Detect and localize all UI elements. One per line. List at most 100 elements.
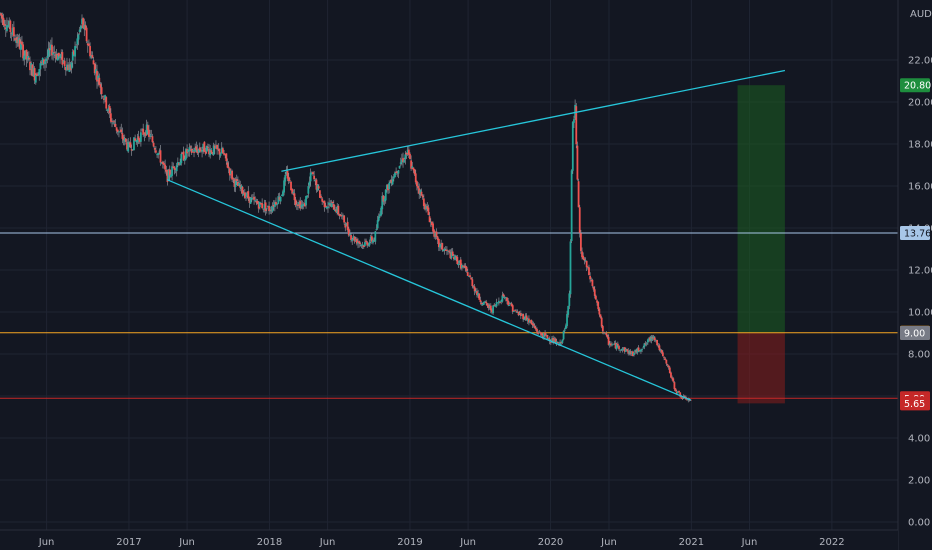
stop-zone[interactable] [737,332,785,404]
candle-body [673,382,676,390]
price-badge-bg [900,326,930,340]
candle-body [508,305,511,306]
candle-body [106,109,109,111]
candle-body [339,215,342,217]
candle-body [486,303,489,306]
candle-body [336,206,339,213]
candle-body [298,202,301,205]
candle-body [614,343,617,349]
candle-body [243,192,246,198]
candle-body [651,336,654,339]
candle-body [584,260,587,262]
candle-body [585,260,588,268]
y-tick-label: 0.00 [908,518,930,529]
candle-body [59,55,61,59]
candle-body [380,207,382,216]
candle-body [257,204,260,209]
candle-body [81,18,83,24]
candle-body [373,239,376,241]
candle-body [469,275,471,277]
candle-body [567,305,570,315]
candle-body [224,154,227,155]
candle-body [465,266,468,271]
candle-body [23,55,26,60]
candle-body [437,239,440,248]
candle-body [399,162,402,165]
candle-body [148,129,150,137]
candle-body [312,172,314,175]
candle-body [443,248,446,251]
candle-body [429,221,432,223]
profit-zone[interactable] [737,85,785,333]
candle-body [63,60,66,67]
candle-body [323,200,326,208]
candle-body [367,244,370,246]
candle-body [47,48,50,57]
currency-label[interactable]: AUD [910,9,932,20]
candle-body [145,124,148,135]
candle-body [1,14,4,19]
candle-body [372,239,374,243]
candle-body [424,204,426,210]
candle-body [472,286,475,288]
candle-body [626,349,628,351]
candle-body [517,311,520,316]
candle-body [335,209,337,212]
candle-body [533,326,536,328]
candle-body [217,148,220,150]
candle-body [187,150,190,153]
candle-body [282,191,284,197]
candle-body [126,142,128,150]
x-tick-label: 2018 [257,537,282,548]
candle-body [205,146,208,152]
candle-body [458,260,461,263]
candle-body [96,70,98,82]
candle-body [124,138,127,142]
candle-body [616,343,619,346]
candle-body [163,163,165,166]
candle-body [253,196,255,200]
candle-body [576,145,579,180]
candle-body [297,204,299,207]
candle-body [611,344,613,346]
candle-body [228,168,231,176]
trendline-lower[interactable] [166,179,692,401]
trendline-upper[interactable] [281,69,786,172]
horizontal-levels[interactable] [0,232,898,399]
candle-body [474,290,477,292]
y-tick-label: 22.00 [908,56,932,67]
candle-body [267,206,269,207]
candle-body [160,162,163,164]
time-axis[interactable]: Jun 2017 Jun 2018 Jun 2019 Jun 2020 Jun 2021 Jun 20… [0,529,898,550]
candle-body [620,349,623,351]
candle-body [428,216,431,223]
candle-body [9,20,12,33]
candle-body [482,301,485,305]
candle-body [88,43,90,46]
candle-body [283,180,285,193]
candle-body [303,203,306,207]
long-position-tool[interactable] [737,85,785,404]
candle-body [605,332,608,336]
candle-body [680,396,683,398]
candle-body [316,185,319,191]
candle-body [630,351,633,354]
candle-body [655,339,657,341]
trendlines[interactable] [166,69,786,401]
candle-body [86,43,89,46]
candle-body [330,203,333,207]
candle-body [66,64,68,71]
candle-body [300,204,303,208]
candle-body [457,263,460,266]
candle-body [473,286,476,292]
chart-grid [0,0,898,530]
candle-body [545,335,548,337]
candle-body [369,237,372,241]
candle-body [30,63,33,70]
candle-body [40,62,43,63]
candle-body [570,170,573,242]
candle-body [370,236,373,242]
candle-body [588,267,590,276]
price-badge-text: 9.00 [904,329,925,340]
